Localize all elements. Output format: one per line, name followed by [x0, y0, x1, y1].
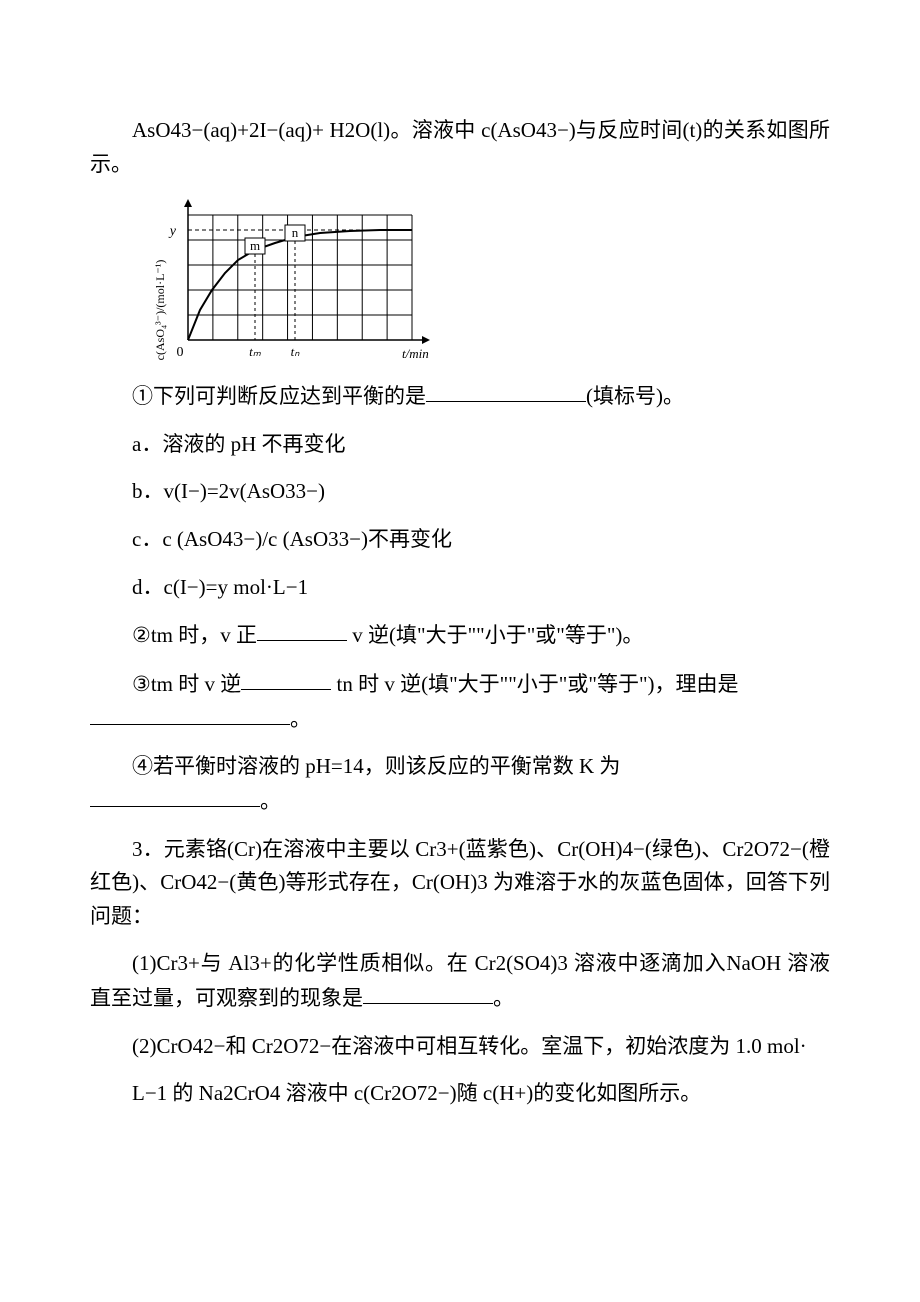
q4-a: ④若平衡时溶液的 pH=14，则该反应的平衡常数 K 为 [90, 750, 620, 784]
q2-a: ②tm 时，v 正 [132, 623, 257, 647]
paragraph-3d: L−1 的 Na2CrO4 溶液中 c(Cr2O72−)随 c(H+)的变化如图… [90, 1077, 830, 1111]
svg-text:tₙ: tₙ [291, 344, 301, 359]
q2-b: v 逆(填"大于""小于"或"等于")。 [347, 623, 643, 647]
blank-3b[interactable] [363, 980, 493, 1004]
q4-b: 。 [260, 789, 281, 813]
svg-text:0: 0 [177, 345, 184, 360]
blank-q1[interactable] [426, 378, 586, 402]
blank-q3b[interactable] [90, 701, 290, 725]
svg-text:m: m [250, 238, 260, 253]
svg-text:n: n [292, 225, 299, 240]
q3-a: ③tm 时 v 逆 [132, 672, 241, 696]
question-3: ③tm 时 v 逆 tn 时 v 逆(填"大于""小于"或"等于")，理由是 。 [90, 667, 830, 736]
p3b-2: 。 [493, 986, 514, 1010]
blank-q2[interactable] [257, 617, 347, 641]
blank-q4[interactable] [90, 783, 260, 807]
paragraph-reaction: AsO43−(aq)+2I−(aq)+ H2O(l)。溶液中 c(AsO43−)… [90, 114, 830, 181]
option-a: a．溶液的 pH 不再变化 [90, 428, 830, 462]
concentration-time-chart: y m n tₘ tₙ 0 t/min c(AsO₄³⁻)/(mol·L⁻¹) [150, 195, 830, 365]
paragraph-3c: (2)CrO42−和 Cr2O72−在溶液中可相互转化。室温下，初始浓度为 1.… [90, 1030, 830, 1064]
q1-stem: ①下列可判断反应达到平衡的是 [132, 384, 426, 408]
question-1: ①下列可判断反应达到平衡的是 (填标号)。 [90, 379, 830, 414]
question-2: ②tm 时，v 正 v 逆(填"大于""小于"或"等于")。 [90, 618, 830, 653]
q3-c: 。 [290, 707, 311, 731]
q3-b: tn 时 v 逆(填"大于""小于"或"等于")，理由是 [331, 672, 738, 696]
option-c: c．c (AsO43−)/c (AsO33−)不再变化 [90, 523, 830, 557]
svg-text:t/min: t/min [402, 346, 429, 361]
q1-tail: (填标号)。 [586, 384, 684, 408]
svg-text:c(AsO₄³⁻)/(mol·L⁻¹): c(AsO₄³⁻)/(mol·L⁻¹) [153, 260, 167, 361]
option-b: b．v(I−)=2v(AsO33−) [90, 475, 830, 509]
svg-text:tₘ: tₘ [249, 344, 262, 359]
option-d: d．c(I−)=y mol·L−1 [90, 571, 830, 605]
paragraph-3a: 3．元素铬(Cr)在溶液中主要以 Cr3+(蓝紫色)、Cr(OH)4−(绿色)、… [90, 833, 830, 934]
svg-text:y: y [168, 224, 177, 239]
blank-q3a[interactable] [241, 666, 331, 690]
paragraph-3b: (1)Cr3+与 Al3+的化学性质相似。在 Cr2(SO4)3 溶液中逐滴加入… [90, 947, 830, 1015]
question-4: ④若平衡时溶液的 pH=14，则该反应的平衡常数 K 为 。 [90, 750, 830, 818]
